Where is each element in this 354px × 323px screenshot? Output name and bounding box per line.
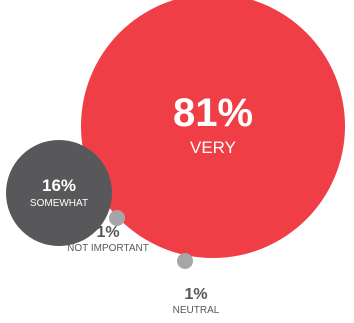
bubble-neutral-value: 1% (184, 286, 207, 303)
bubble-neutral (177, 253, 193, 269)
bubble-not-important (109, 210, 125, 226)
bubble-somewhat-category: SOMEWHAT (30, 198, 88, 209)
bubble-somewhat (6, 140, 112, 246)
bubble-not-important-category: NOT IMPORTANT (67, 243, 149, 254)
bubble-very (81, 0, 345, 258)
bubble-very-value: 81% (173, 91, 253, 135)
bubble-not-important-value: 1% (96, 224, 119, 241)
bubble-somewhat-value: 16% (42, 176, 76, 195)
bubble-neutral-category: NEUTRAL (173, 305, 220, 316)
bubble-very-category: VERY (190, 138, 236, 157)
